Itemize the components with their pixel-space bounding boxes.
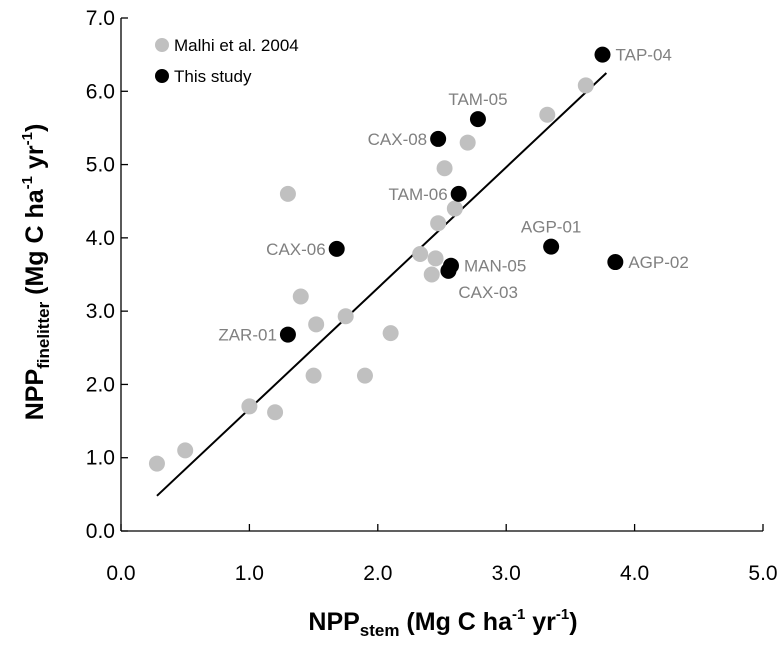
- point-malhi: [356, 367, 373, 384]
- y-tick-label: 3.0: [86, 300, 115, 323]
- point-malhi: [412, 245, 429, 262]
- legend: Malhi et al. 2004 This study: [155, 36, 299, 86]
- regression-line-group: [156, 72, 608, 497]
- y-tick-label: 6.0: [86, 80, 115, 103]
- y-tick-label: 4.0: [86, 227, 115, 250]
- y-tick-label: 1.0: [86, 447, 115, 470]
- legend-label-this-study: This study: [174, 67, 252, 86]
- x-tick-label: 5.0: [748, 562, 777, 585]
- point-this-study: [543, 238, 560, 255]
- y-tick-label: 0.0: [86, 520, 115, 543]
- point-malhi: [337, 308, 354, 325]
- point-label: AGP-01: [521, 218, 581, 237]
- point-malhi: [459, 134, 476, 151]
- point-malhi: [427, 250, 444, 267]
- point-malhi: [423, 266, 440, 283]
- point-label: TAM-05: [448, 90, 507, 109]
- legend-marker-this-study: [155, 69, 169, 83]
- point-this-study: [607, 254, 624, 271]
- point-malhi: [148, 455, 165, 472]
- point-this-study: [594, 46, 611, 63]
- axes: 0.0 1.0 2.0 3.0 4.0 5.0 6.0 7.0 0.0 1.0 2.0 3.0 4.0…: [86, 7, 778, 585]
- point-malhi: [539, 106, 556, 123]
- point-this-study: [440, 262, 457, 279]
- legend-marker-malhi: [155, 38, 169, 52]
- point-this-study: [328, 240, 345, 257]
- y-axis-title: NPPfinelitter (Mg C ha-1 yr-1): [19, 124, 53, 421]
- x-axis-ticks: 0.0 1.0 2.0 3.0 4.0 5.0: [106, 524, 778, 585]
- point-malhi: [292, 288, 309, 305]
- y-tick-label: 7.0: [86, 7, 115, 30]
- point-malhi: [308, 316, 325, 333]
- point-label: CAX-08: [368, 130, 428, 149]
- point-malhi: [177, 442, 194, 459]
- x-tick-label: 3.0: [492, 562, 521, 585]
- point-malhi: [305, 367, 322, 384]
- point-labels: ZAR-01 CAX-06 CAX-08 TAM-05 TAM-06 MAN-05 CAX-…: [218, 46, 688, 345]
- point-label: TAM-06: [388, 185, 447, 204]
- point-label: CAX-06: [266, 240, 326, 259]
- y-axis-ticks: 0.0 1.0 2.0 3.0 4.0 5.0 6.0 7.0: [86, 7, 128, 543]
- point-this-study: [450, 185, 467, 202]
- x-tick-label: 4.0: [620, 562, 649, 585]
- point-label: TAP-04: [616, 46, 672, 65]
- point-label: AGP-02: [628, 253, 688, 272]
- x-tick-label: 1.0: [235, 562, 264, 585]
- point-label: MAN-05: [464, 257, 526, 276]
- point-label: CAX-03: [458, 283, 518, 302]
- point-malhi: [279, 185, 296, 202]
- point-malhi: [241, 398, 258, 415]
- point-this-study: [430, 130, 447, 147]
- point-label: ZAR-01: [218, 326, 277, 345]
- regression-line: [156, 72, 608, 497]
- y-tick-label: 5.0: [86, 154, 115, 177]
- point-malhi: [436, 160, 453, 177]
- point-malhi: [430, 215, 447, 232]
- point-this-study: [469, 111, 486, 128]
- y-tick-label: 2.0: [86, 373, 115, 396]
- point-malhi: [577, 77, 594, 94]
- point-malhi: [446, 200, 463, 217]
- point-this-study: [279, 326, 296, 343]
- legend-label-malhi: Malhi et al. 2004: [174, 36, 299, 55]
- data-points: [148, 46, 624, 472]
- x-tick-label: 0.0: [106, 562, 135, 585]
- x-tick-label: 2.0: [363, 562, 392, 585]
- x-axis-title: NPPstem (Mg C ha-1 yr-1): [308, 606, 577, 640]
- point-malhi: [267, 404, 284, 421]
- point-malhi: [382, 325, 399, 342]
